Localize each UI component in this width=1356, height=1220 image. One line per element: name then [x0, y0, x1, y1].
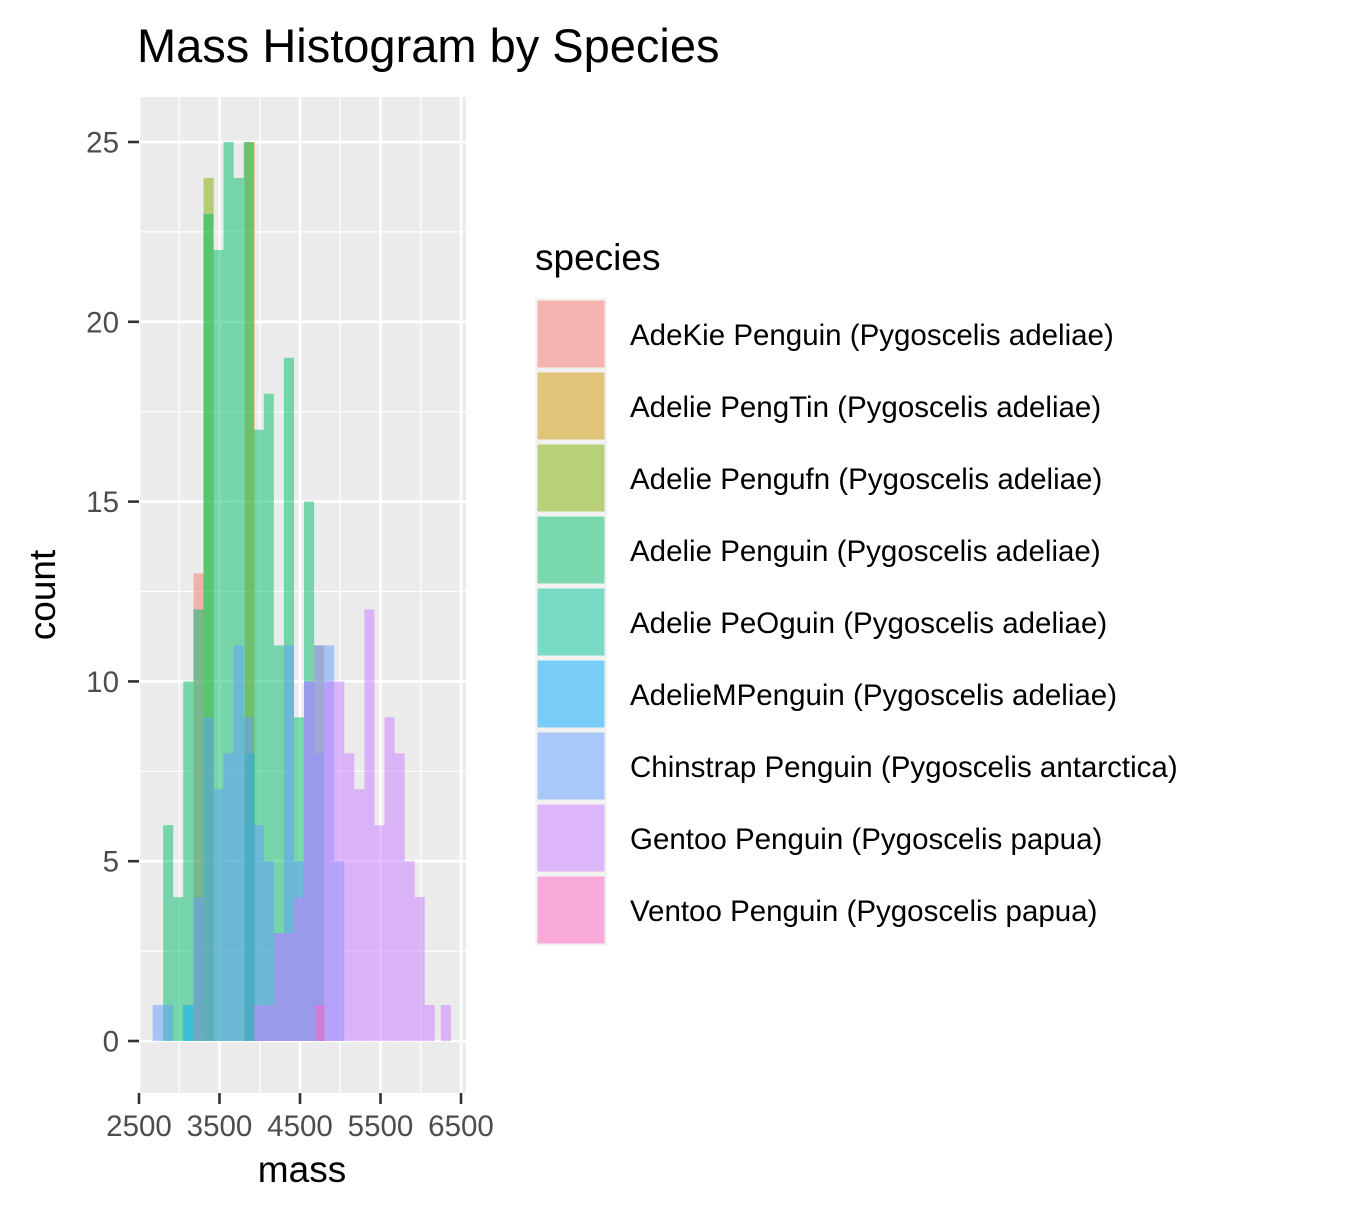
histogram-bar — [293, 897, 305, 1041]
legend-label: AdeKie Penguin (Pygoscelis adeliae) — [630, 319, 1114, 352]
histogram-bar — [233, 177, 244, 1041]
legend-label: Adelie PengTin (Pygoscelis adeliae) — [630, 391, 1101, 424]
legend-item: Adelie PengTin (Pygoscelis adeliae) — [535, 370, 1101, 442]
histogram-bar — [364, 609, 375, 1041]
histogram-bar — [253, 1005, 274, 1041]
histogram-bar — [193, 897, 204, 1041]
legend: species AdeKie Penguin (Pygoscelis adeli… — [535, 237, 1178, 946]
legend-swatch — [537, 876, 605, 944]
histogram-bar — [315, 1005, 325, 1041]
legend-item: AdelieMPenguin (Pygoscelis adeliae) — [535, 658, 1117, 730]
legend-swatch — [537, 372, 605, 440]
histogram-bar — [404, 861, 415, 1041]
histogram-bar — [203, 717, 214, 1041]
legend-item: Ventoo Penguin (Pygoscelis papua) — [535, 874, 1097, 946]
histogram-bar — [243, 142, 254, 1041]
histogram-bar — [223, 753, 234, 1041]
histogram-bar — [213, 249, 224, 1041]
histogram-bar — [283, 645, 294, 1041]
histogram-bar — [273, 645, 284, 1041]
y-axis-label: count — [22, 549, 63, 640]
histogram-bar — [324, 681, 335, 1041]
histogram-bar — [233, 645, 244, 1041]
legend-swatch — [537, 804, 605, 872]
x-axis: 2500 3500 4500 5500 6500 — [106, 1093, 494, 1143]
histogram-bar — [152, 1005, 174, 1041]
y-tick-label: 15 — [86, 486, 119, 519]
histogram-bar — [334, 681, 345, 1041]
histogram-bar — [374, 825, 385, 1041]
legend-item: Gentoo Penguin (Pygoscelis papua) — [535, 802, 1102, 874]
legend-label: Gentoo Penguin (Pygoscelis papua) — [630, 823, 1102, 856]
histogram-bar — [203, 213, 214, 1042]
legend-item: Chinstrap Penguin (Pygoscelis antarctica… — [535, 730, 1178, 802]
legend-label: Chinstrap Penguin (Pygoscelis antarctica… — [630, 751, 1178, 784]
histogram-bar — [182, 1005, 194, 1041]
histogram-bar — [414, 897, 425, 1041]
histogram-bar — [213, 789, 224, 1041]
histogram-bar — [384, 717, 395, 1041]
legend-items: AdeKie Penguin (Pygoscelis adeliae) Adeli… — [535, 298, 1178, 946]
x-axis-label: mass — [258, 1149, 346, 1190]
histogram-bar — [273, 933, 294, 1041]
histogram-bar — [440, 1005, 451, 1041]
legend-swatch — [537, 732, 605, 800]
legend-label: Adelie Penguin (Pygoscelis adeliae) — [630, 535, 1101, 568]
x-tick-label: 4500 — [267, 1110, 333, 1143]
histogram-bar — [253, 429, 264, 1041]
chart-title: Mass Histogram by Species — [137, 19, 719, 72]
legend-item: Adelie Pengufn (Pygoscelis adeliae) — [535, 442, 1102, 514]
y-tick-label: 20 — [86, 306, 119, 339]
y-tick-label: 25 — [86, 127, 119, 160]
y-tick-label: 10 — [86, 666, 119, 699]
x-tick-label: 5500 — [348, 1110, 414, 1143]
legend-label: Adelie PeOguin (Pygoscelis adeliae) — [630, 607, 1107, 640]
x-tick-label: 3500 — [187, 1110, 253, 1143]
histogram-bars — [152, 142, 451, 1042]
histogram-bar — [183, 681, 194, 1041]
y-axis: 0 5 10 15 20 25 — [86, 127, 139, 1059]
histogram-bar — [394, 753, 405, 1041]
histogram-bar — [424, 1005, 435, 1041]
histogram-bar — [354, 789, 365, 1041]
histogram-bar — [163, 825, 174, 1041]
histogram-bar — [223, 142, 234, 1041]
legend-swatch — [537, 588, 605, 656]
histogram-bar — [263, 861, 274, 1041]
legend-label: Adelie Pengufn (Pygoscelis adeliae) — [630, 463, 1102, 496]
legend-item: Adelie Penguin (Pygoscelis adeliae) — [535, 514, 1101, 586]
legend-title: species — [535, 237, 660, 278]
x-tick-label: 6500 — [428, 1110, 494, 1143]
legend-item: AdeKie Penguin (Pygoscelis adeliae) — [535, 298, 1114, 370]
legend-swatch — [537, 516, 605, 584]
histogram-bar — [263, 393, 274, 1042]
legend-label: Ventoo Penguin (Pygoscelis papua) — [630, 895, 1097, 928]
y-tick-label: 0 — [103, 1026, 119, 1059]
histogram-bar — [173, 897, 184, 1041]
x-tick-label: 2500 — [106, 1110, 172, 1143]
y-tick-label: 5 — [103, 846, 119, 879]
legend-swatch — [537, 444, 605, 512]
legend-swatch — [537, 660, 605, 728]
histogram-bar — [193, 609, 204, 1041]
histogram-bar — [344, 753, 355, 1041]
legend-label: AdelieMPenguin (Pygoscelis adeliae) — [630, 679, 1117, 712]
legend-item: Adelie PeOguin (Pygoscelis adeliae) — [535, 586, 1107, 658]
histogram-bar — [243, 717, 254, 1041]
histogram-bar — [314, 645, 325, 1041]
histogram-bar — [253, 825, 264, 1041]
legend-swatch — [537, 300, 605, 368]
histogram-bar — [304, 681, 315, 1041]
